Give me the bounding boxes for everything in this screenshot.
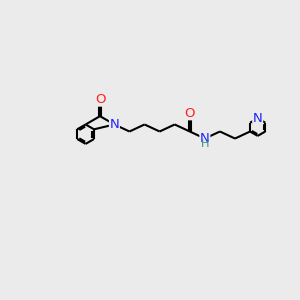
Text: H: H [201, 139, 209, 148]
Text: N: N [200, 132, 210, 145]
Text: N: N [253, 112, 262, 125]
Text: O: O [95, 93, 105, 106]
Text: N: N [110, 118, 119, 131]
Text: O: O [184, 107, 195, 120]
